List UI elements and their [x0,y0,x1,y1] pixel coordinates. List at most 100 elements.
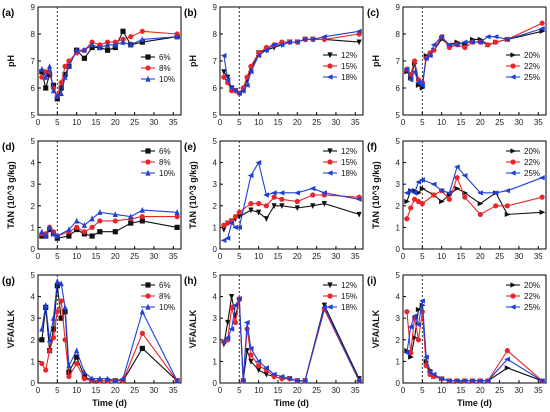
data-point [236,209,242,215]
data-point [270,42,277,48]
data-point [294,198,300,205]
y-tick-label: 4 [396,293,401,302]
y-tick-label: 0 [213,379,218,388]
data-point [220,237,227,243]
legend-entry: 8% [141,292,171,301]
x-tick-label: 10 [72,386,81,395]
data-point [356,211,362,218]
data-point [89,215,95,222]
data-point [355,196,362,202]
y-tick-label: 4 [396,159,401,168]
data-point [247,69,254,75]
data-point [236,214,242,220]
x-tick-label: 20 [476,386,485,395]
data-point [294,190,300,196]
data-point [419,82,425,88]
x-tick-label: 35 [351,118,360,127]
data-point [438,188,445,194]
series-25pct [403,164,545,196]
legend-entry: 15% [323,62,357,71]
y-tick-label: 9 [396,3,401,12]
y-tick-label: 3 [31,180,36,189]
data-point [504,211,511,218]
data-point [270,371,277,377]
y-tick-label: 3 [396,180,401,189]
data-point [244,74,250,80]
data-point [112,377,118,384]
y-axis-label: VFA/ALK [188,309,198,348]
y-tick-label: 9 [213,3,218,12]
x-tick-label: 25 [130,118,139,127]
y-tick-label: 0 [213,245,218,254]
data-point [411,313,418,319]
data-point [120,375,126,382]
data-point [62,337,68,343]
y-axis-label: TAN (10^3 g/kg) [6,161,16,229]
data-point [221,69,227,75]
data-point [50,326,57,332]
y-tick-label: 1 [213,223,218,232]
legend-marker [509,74,516,80]
data-point [504,365,511,371]
x-tick-label: 5 [237,252,242,261]
y-tick-label: 7 [396,57,401,66]
series-line [406,303,543,382]
x-tick-label: 20 [293,252,302,261]
data-point [419,185,426,192]
data-point [66,63,72,69]
data-point [263,192,269,198]
data-point [174,377,180,384]
data-point [232,214,239,220]
data-point [422,55,429,61]
data-point [243,82,250,88]
legend-marker [145,282,151,288]
x-tick-label: 15 [92,252,101,261]
data-point [248,201,254,207]
data-point [484,378,491,384]
legend-label: 8% [159,292,171,301]
x-tick-label: 25 [495,386,504,395]
legend-marker [327,52,333,59]
chart-panel-e: 0 5 10 15 20 25 30 35 0 1 2 3 4 5 TAN (10^3 g/kg) (e) 12… [184,137,364,261]
legend-label: 20% [524,51,540,60]
x-tick-label: 10 [72,252,81,261]
data-point [112,218,118,224]
legend-label: 10% [159,75,175,84]
y-tick-label: 3 [396,314,401,323]
data-point [263,365,269,371]
data-point [462,194,468,200]
x-tick-label: 10 [254,386,263,395]
data-point [221,74,227,80]
x-tick-label: 35 [534,252,543,261]
data-point [74,217,80,224]
data-point [174,214,180,220]
x-axis-label: Time (d) [457,398,492,408]
x-axis-label: Time (d) [274,398,309,408]
chart-panel-d: 0 5 10 15 20 25 30 35 0 1 2 3 4 5 TAN (10^3 g/kg) (d) 6%… [2,137,182,261]
panel-label: (h) [184,276,197,287]
y-tick-label: 7 [31,57,36,66]
y-tick-label: 3 [31,314,36,323]
x-tick-label: 25 [495,252,504,261]
plot-frame [219,274,364,384]
data-point [97,218,103,224]
x-tick-label: 15 [457,118,466,127]
y-tick-label: 2 [31,202,36,211]
y-axis-label: pH [188,55,198,67]
series-line [406,176,543,219]
x-tick-label: 5 [420,118,425,127]
data-point [415,179,422,185]
data-point [407,324,414,330]
y-tick-label: 8 [31,30,36,39]
data-point [58,90,64,96]
series-line [223,194,360,226]
legend-entry: 22% [506,62,540,71]
x-tick-label: 15 [274,118,283,127]
data-point [469,39,476,45]
x-tick-label: 35 [351,252,360,261]
data-point [221,222,227,228]
legend-marker [145,65,151,71]
y-tick-label: 0 [396,245,401,254]
y-tick-label: 5 [396,271,401,280]
data-point [446,190,452,196]
